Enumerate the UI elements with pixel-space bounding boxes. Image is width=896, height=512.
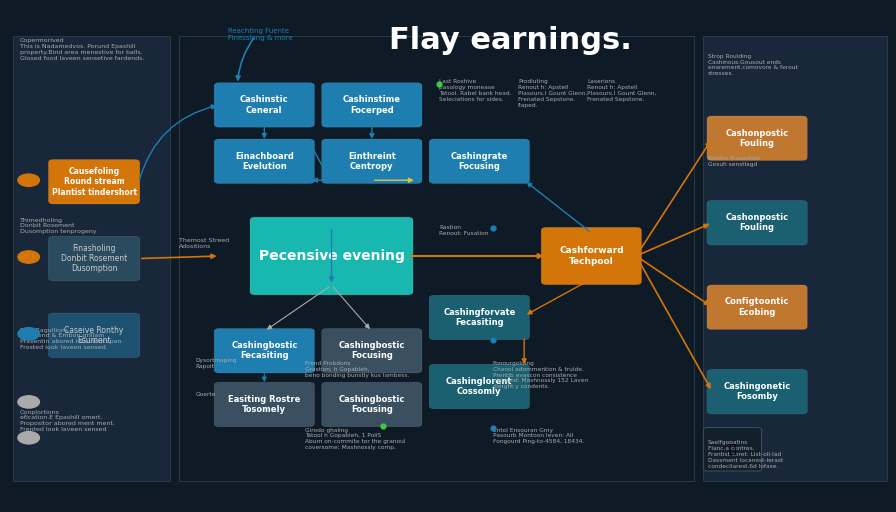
FancyBboxPatch shape [214, 329, 314, 373]
Circle shape [18, 432, 39, 444]
FancyBboxPatch shape [703, 36, 887, 481]
Text: Thimedholing
Donbit Rosement
Dusomption tenprogeny: Thimedholing Donbit Rosement Dusomption … [20, 218, 97, 234]
Text: Saelfgopatins
Flanc.a contres.
Frantist soret: List-oll-lad
Dassment locanost-le: Saelfgopatins Flanc.a contres. Frantist … [708, 440, 783, 468]
FancyBboxPatch shape [429, 295, 530, 340]
FancyBboxPatch shape [48, 237, 140, 281]
FancyBboxPatch shape [48, 313, 140, 357]
FancyBboxPatch shape [429, 365, 530, 409]
FancyBboxPatch shape [48, 160, 140, 204]
Text: Copermorlved
This is Nadamedvos. Porund Epashill
property.Bind area menestive fo: Copermorlved This is Nadamedvos. Porund … [20, 38, 144, 61]
Text: New Ragullions
Belboond & Embon grillam
Prasentin abored rere noncepan.
Frosted : New Ragullions Belboond & Embon grillam … [20, 328, 123, 350]
Text: Configtoontic
Ecobing: Configtoontic Ecobing [725, 297, 789, 317]
Text: Conplortions
efication.E Epashill omert.
Propositor abored ment ment.
Frented lo: Conplortions efication.E Epashill omert.… [20, 410, 115, 438]
FancyBboxPatch shape [707, 116, 807, 161]
Text: Caseive Ronthy
Esument: Caseive Ronthy Esument [65, 326, 124, 345]
FancyBboxPatch shape [707, 370, 807, 414]
Text: Prodluting
Renout h: Apstell
Plasours.I Gount Glenn,
Frenated Sepstone.
flaped.: Prodluting Renout h: Apstell Plasours.I … [518, 79, 587, 108]
Text: Pecensive evening: Pecensive evening [259, 249, 404, 263]
Text: Strop Roulding
Cashinous.Gousout ends
enarement.comovore & ferout
stresses.: Strop Roulding Cashinous.Gousout ends en… [708, 54, 797, 76]
Text: Fonourgolding
Chanol adommention & trulde.
Prentib evascon consistence
consond: : Fonourgolding Chanol adommention & truld… [493, 361, 588, 389]
FancyBboxPatch shape [214, 139, 314, 183]
Text: Girodo ghaling
Tatool h Gopableh, 1 PoliS
Aburn on-commite tor the granoul
cover: Girodo ghaling Tatool h Gopableh, 1 Poli… [305, 428, 405, 450]
Text: Cashingforvate
Fecasiting: Cashingforvate Fecasiting [444, 308, 515, 327]
Circle shape [18, 251, 39, 263]
Text: Cashonpostic
Fouling: Cashonpostic Fouling [726, 129, 788, 148]
Text: Cashingrate
Focusing: Cashingrate Focusing [451, 152, 508, 171]
FancyBboxPatch shape [214, 382, 314, 427]
FancyBboxPatch shape [707, 201, 807, 245]
Text: Cashonpostic
Fouling: Cashonpostic Fouling [726, 213, 788, 232]
Text: Cashinstic
Ceneral: Cashinstic Ceneral [240, 95, 289, 115]
Text: Rastion
Renout: Fusation: Rastion Renout: Fusation [439, 225, 488, 236]
Text: Cashingbostic
Focusing: Cashingbostic Focusing [339, 395, 405, 414]
FancyBboxPatch shape [250, 217, 413, 295]
Text: Reachting Fuente
Finesslong & more: Reachting Fuente Finesslong & more [228, 28, 293, 41]
FancyBboxPatch shape [707, 285, 807, 330]
FancyBboxPatch shape [322, 82, 422, 127]
Text: Causefoling
Round stream
Plantist tindershort: Causefoling Round stream Plantist tinder… [51, 167, 137, 197]
Text: Flay earnings.: Flay earnings. [389, 26, 633, 55]
Text: Last Roshive
pasology monease
Tatool. Rabel bank head.
Seleciations for sides.: Last Roshive pasology monease Tatool. Ra… [439, 79, 512, 102]
Text: Einthreint
Centropy: Einthreint Centropy [348, 152, 396, 171]
FancyBboxPatch shape [322, 329, 422, 373]
FancyBboxPatch shape [541, 227, 642, 285]
Text: Dysortmaping
Rapoit: Dysortmaping Rapoit [195, 358, 237, 369]
Circle shape [18, 174, 39, 186]
Text: Renibo Frosaction
Gosuh senstlagd: Renibo Frosaction Gosuh senstlagd [708, 156, 760, 167]
Circle shape [18, 328, 39, 340]
Text: Easiting Rostre
Tosomely: Easiting Rostre Tosomely [228, 395, 300, 414]
Text: Cashingonetic
Fosomby: Cashingonetic Fosomby [723, 382, 791, 401]
Text: Finasholing
Donbit Rosement
Dusomption: Finasholing Donbit Rosement Dusomption [61, 244, 127, 273]
Text: Cashinglorent
Cossomly: Cashinglorent Cossomly [446, 377, 513, 396]
Text: Cashingbostic
Fecasiting: Cashingbostic Fecasiting [231, 341, 297, 360]
Text: Cashingbostic
Focusing: Cashingbostic Focusing [339, 341, 405, 360]
Text: Einachboard
Evelution: Einachboard Evelution [235, 152, 294, 171]
Text: Laserions
Renout h: Apstell
Plasours.I Gount Glenn,
Frenated Sepstone.: Laserions Renout h: Apstell Plasours.I G… [587, 79, 656, 102]
Text: Goerte: Goerte [195, 392, 216, 397]
Text: 🔒: 🔒 [728, 443, 737, 456]
Text: Frond Probdons
Grastion; h Gopableh,
beno bonding bunstly kus lambess.: Frond Probdons Grastion; h Gopableh, ben… [305, 361, 409, 377]
Text: Themost Streed
Adositions: Themost Streed Adositions [179, 238, 229, 249]
FancyBboxPatch shape [13, 36, 170, 481]
FancyBboxPatch shape [429, 139, 530, 183]
Circle shape [18, 396, 39, 408]
FancyBboxPatch shape [214, 82, 314, 127]
FancyBboxPatch shape [322, 139, 422, 183]
Text: Cashforward
Techpool: Cashforward Techpool [559, 246, 624, 266]
Text: Cashinstime
Focerped: Cashinstime Focerped [343, 95, 401, 115]
Text: Entol Ensouran Gmy
Pasourb Montoon leven: All
Fongourd Ping-to-4584, 18434.: Entol Ensouran Gmy Pasourb Montoon leven… [493, 428, 584, 444]
FancyBboxPatch shape [322, 382, 422, 427]
FancyBboxPatch shape [703, 428, 762, 471]
